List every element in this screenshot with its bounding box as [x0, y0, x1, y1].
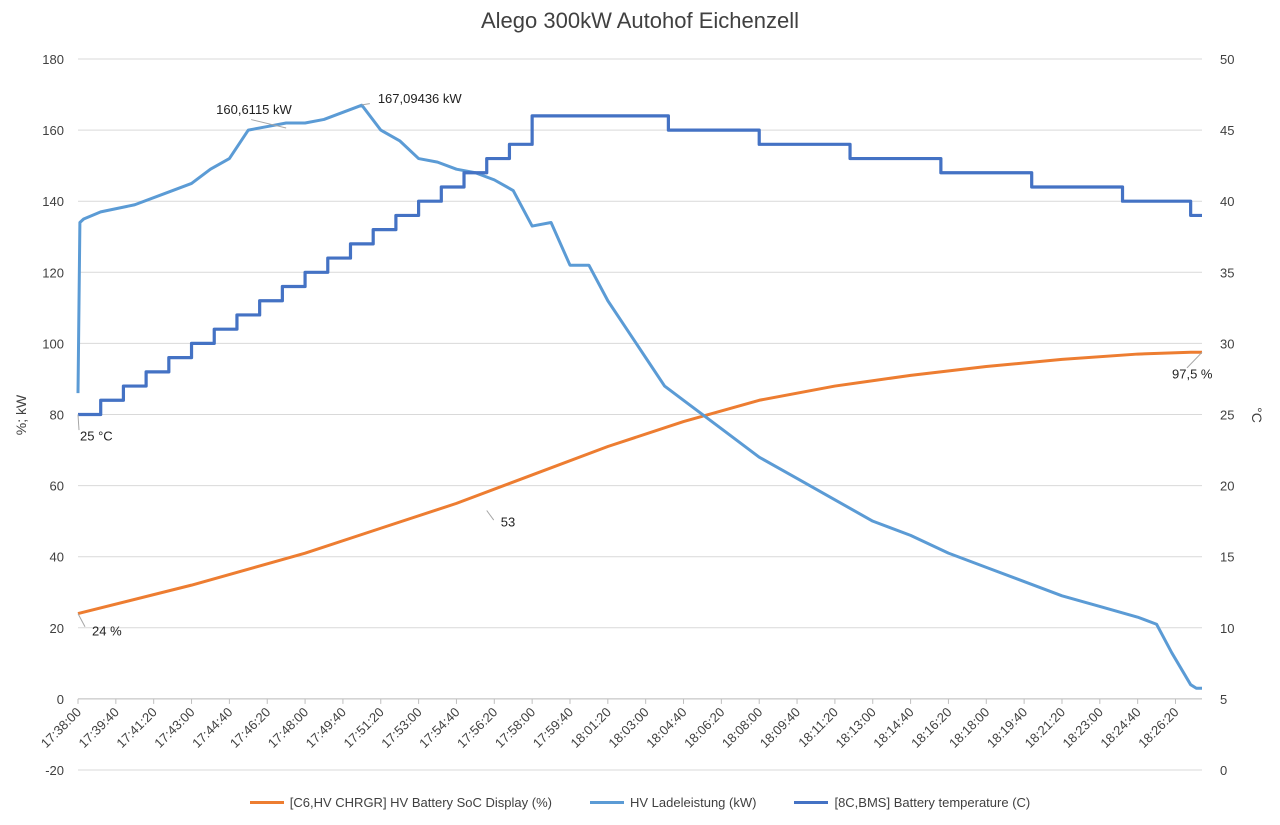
x-tick-label: 17:54:40 — [416, 704, 462, 750]
x-tick-label: 17:46:20 — [227, 704, 273, 750]
x-tick-label: 17:48:00 — [265, 704, 311, 750]
x-tick-label: 18:13:00 — [832, 704, 878, 750]
x-tick-label: 18:03:00 — [605, 704, 651, 750]
x-tick-label: 17:41:20 — [113, 704, 159, 750]
series-line-0 — [77, 350, 1202, 616]
y-left-tick-label: 20 — [50, 621, 64, 636]
legend-label: HV Ladeleistung (kW) — [630, 795, 757, 810]
y-right-tick-label: 35 — [1220, 265, 1234, 280]
x-tick-label: 17:43:00 — [151, 704, 197, 750]
annotation-leader — [77, 613, 86, 628]
x-tick-label: 17:49:40 — [303, 704, 349, 750]
annotations: 160,6115 kW 167,09436 kW 25 °C 53 24 % 97,5 % — [77, 91, 1213, 639]
x-tick-label: 17:53:00 — [378, 704, 424, 750]
annotation-leader — [1186, 351, 1203, 369]
annotation-label: 53 — [501, 514, 515, 529]
annotation-label: 97,5 % — [1172, 366, 1213, 381]
y-left-tick-label: 160 — [42, 123, 64, 138]
x-tick-label: 18:26:20 — [1135, 704, 1181, 750]
x-tick-label: 17:58:00 — [492, 704, 538, 750]
x-tick-label: 18:04:40 — [643, 704, 689, 750]
y-right-tick-label: 50 — [1220, 52, 1234, 67]
x-tick-label: 18:14:40 — [870, 704, 916, 750]
x-tick-label: 18:16:20 — [908, 704, 954, 750]
y-right-tick-label: 0 — [1220, 763, 1227, 778]
y-left-tick-label: 0 — [57, 692, 64, 707]
y-right-tick-label: 10 — [1220, 621, 1234, 636]
legend-swatch — [794, 801, 829, 804]
x-tick-label: 17:59:40 — [530, 704, 576, 750]
annotation-leader — [361, 103, 370, 106]
annotation-leader — [77, 414, 80, 431]
y-left-tick-label: 180 — [42, 52, 64, 67]
annotation-label: 25 °C — [80, 429, 113, 444]
legend-label: [8C,BMS] Battery temperature (C) — [834, 795, 1031, 810]
chart-title: Alego 300kW Autohof Eichenzell — [481, 8, 799, 33]
legend-label: [C6,HV CHRGR] HV Battery SoC Display (%) — [289, 795, 552, 810]
y-left-tick-label: 80 — [50, 408, 64, 423]
x-tick-label: 18:21:20 — [1022, 704, 1068, 750]
legend-swatch — [249, 801, 284, 804]
annotation-label: 160,6115 kW — [216, 102, 292, 117]
series-line-1 — [76, 103, 1202, 690]
legend-item-0: [C6,HV CHRGR] HV Battery SoC Display (%) — [249, 795, 552, 810]
legend-item-2: [8C,BMS] Battery temperature (C) — [794, 795, 1030, 810]
series-lines — [76, 103, 1202, 690]
y-right-tick-label: 15 — [1220, 550, 1234, 565]
x-tick-label: 18:24:40 — [1097, 704, 1143, 750]
left-axis-ticks: -20 0 20 40 60 80 100 120 140 160 180 — [42, 52, 64, 778]
y-axis-left-title: %; kW — [13, 394, 29, 435]
x-tick-label: 18:23:00 — [1060, 704, 1106, 750]
x-tick-label: 18:06:20 — [681, 704, 727, 750]
x-tick-label: 18:19:40 — [984, 704, 1030, 750]
annotation-leader — [251, 119, 287, 129]
x-tick-label: 17:44:40 — [189, 704, 235, 750]
y-right-tick-label: 45 — [1220, 123, 1234, 138]
legend-item-1: HV Ladeleistung (kW) — [590, 795, 756, 810]
y-left-tick-label: -20 — [45, 763, 64, 778]
y-left-tick-label: 140 — [42, 194, 64, 209]
right-axis-ticks: 0 5 10 15 20 25 30 35 40 45 50 — [1220, 52, 1234, 778]
y-left-tick-label: 120 — [42, 265, 64, 280]
y-right-tick-label: 40 — [1220, 194, 1234, 209]
y-left-tick-label: 100 — [42, 336, 64, 351]
x-tick-label: 17:39:40 — [76, 704, 122, 750]
gridlines — [78, 58, 1202, 771]
x-tick-label: 17:38:00 — [38, 704, 84, 750]
x-axis-ticks: 17:38:0017:39:4017:41:2017:43:0017:44:40… — [38, 698, 1182, 751]
y-right-tick-label: 5 — [1220, 692, 1227, 707]
y-left-tick-label: 60 — [50, 479, 64, 494]
y-right-tick-label: 30 — [1220, 336, 1234, 351]
x-tick-label: 17:51:20 — [340, 704, 386, 750]
x-tick-label: 18:01:20 — [568, 704, 614, 750]
annotation-leader — [486, 510, 495, 521]
legend-swatch — [590, 801, 624, 804]
y-axis-right-title: °C — [1249, 407, 1265, 423]
y-right-tick-label: 20 — [1220, 479, 1234, 494]
x-tick-label: 18:18:00 — [946, 704, 992, 750]
x-tick-label: 17:56:20 — [454, 704, 500, 750]
y-left-tick-label: 40 — [50, 550, 64, 565]
legend: [C6,HV CHRGR] HV Battery SoC Display (%)… — [0, 795, 1280, 810]
x-tick-label: 18:08:00 — [719, 704, 765, 750]
y-right-tick-label: 25 — [1220, 408, 1234, 423]
series-line-2 — [78, 114, 1202, 417]
annotation-label: 24 % — [92, 624, 122, 639]
annotation-label: 167,09436 kW — [378, 91, 463, 106]
x-tick-label: 18:09:40 — [757, 704, 803, 750]
